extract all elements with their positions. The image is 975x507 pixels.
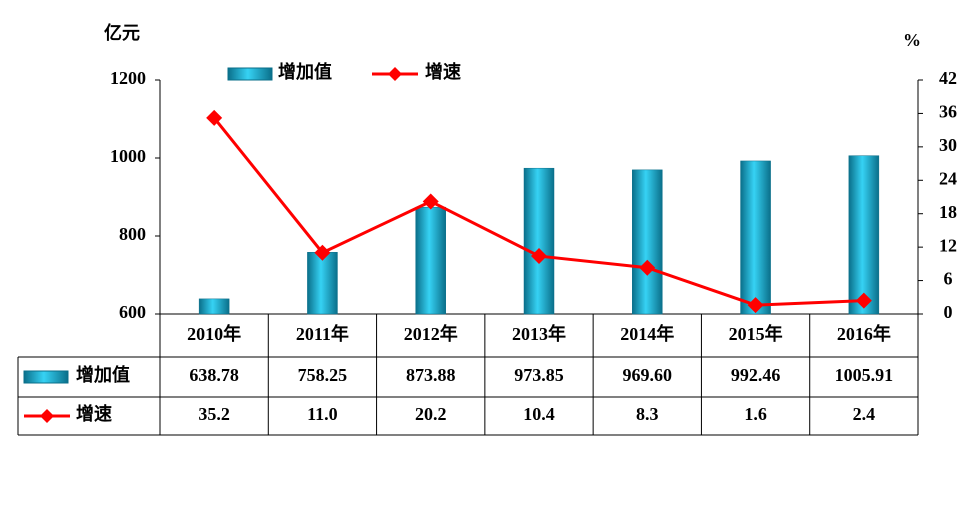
table-row-label: 增速: [76, 403, 112, 424]
bar: [307, 252, 338, 315]
x-tick-label: 2012年: [404, 323, 458, 344]
table-value: 20.2: [415, 404, 447, 424]
y-tick-label: 1200: [110, 68, 146, 88]
table-value: 973.85: [514, 365, 564, 385]
table-value: 1.6: [744, 404, 767, 424]
y2-axis-label: %: [903, 30, 921, 50]
legend-swatch: [227, 67, 273, 81]
y-tick-label: 1000: [110, 146, 146, 166]
bar: [523, 167, 555, 315]
y-tick-label: 800: [119, 224, 146, 244]
x-tick-label: 2010年: [187, 323, 241, 344]
legend-label: 增加值: [278, 61, 332, 82]
y2-tick-label: 42: [939, 68, 957, 88]
marker: [422, 193, 439, 210]
table-value: 873.88: [406, 365, 456, 385]
marker: [206, 109, 223, 126]
bar: [198, 298, 230, 315]
y-tick-label: 600: [119, 302, 146, 322]
x-tick-label: 2011年: [296, 323, 349, 344]
table-value: 758.25: [298, 365, 348, 385]
table-value: 2.4: [853, 404, 876, 424]
x-tick-label: 2013年: [512, 323, 566, 344]
x-tick-label: 2016年: [837, 323, 891, 344]
bar: [740, 160, 771, 315]
y2-tick-label: 24: [939, 168, 957, 188]
table-value: 35.2: [198, 404, 230, 424]
table-value: 8.3: [636, 404, 659, 424]
marker: [747, 297, 764, 314]
legend-marker: [40, 409, 54, 423]
marker: [639, 259, 656, 276]
marker: [855, 292, 872, 309]
table-value: 992.46: [731, 365, 781, 385]
marker: [531, 248, 547, 265]
y2-tick-label: 0: [944, 302, 953, 322]
y2-tick-label: 30: [939, 135, 957, 155]
legend-label: 增速: [425, 61, 461, 82]
legend-swatch: [23, 370, 69, 384]
table-row-label: 增加值: [76, 364, 130, 385]
y2-tick-label: 12: [939, 235, 957, 255]
legend-marker: [388, 67, 402, 81]
marker: [314, 244, 331, 261]
table-value: 969.60: [623, 365, 673, 385]
bar: [848, 155, 880, 315]
bar: [415, 206, 446, 315]
table-value: 638.78: [189, 365, 239, 385]
table-value: 10.4: [523, 404, 555, 424]
y2-tick-label: 36: [939, 102, 957, 122]
y2-tick-label: 18: [939, 202, 957, 222]
y-axis-label: 亿元: [104, 22, 140, 43]
bar: [632, 169, 663, 315]
x-tick-label: 2014年: [620, 323, 674, 344]
table-value: 1005.91: [835, 365, 894, 385]
x-tick-label: 2015年: [729, 323, 783, 344]
table-value: 11.0: [307, 404, 338, 424]
y2-tick-label: 6: [944, 269, 953, 289]
